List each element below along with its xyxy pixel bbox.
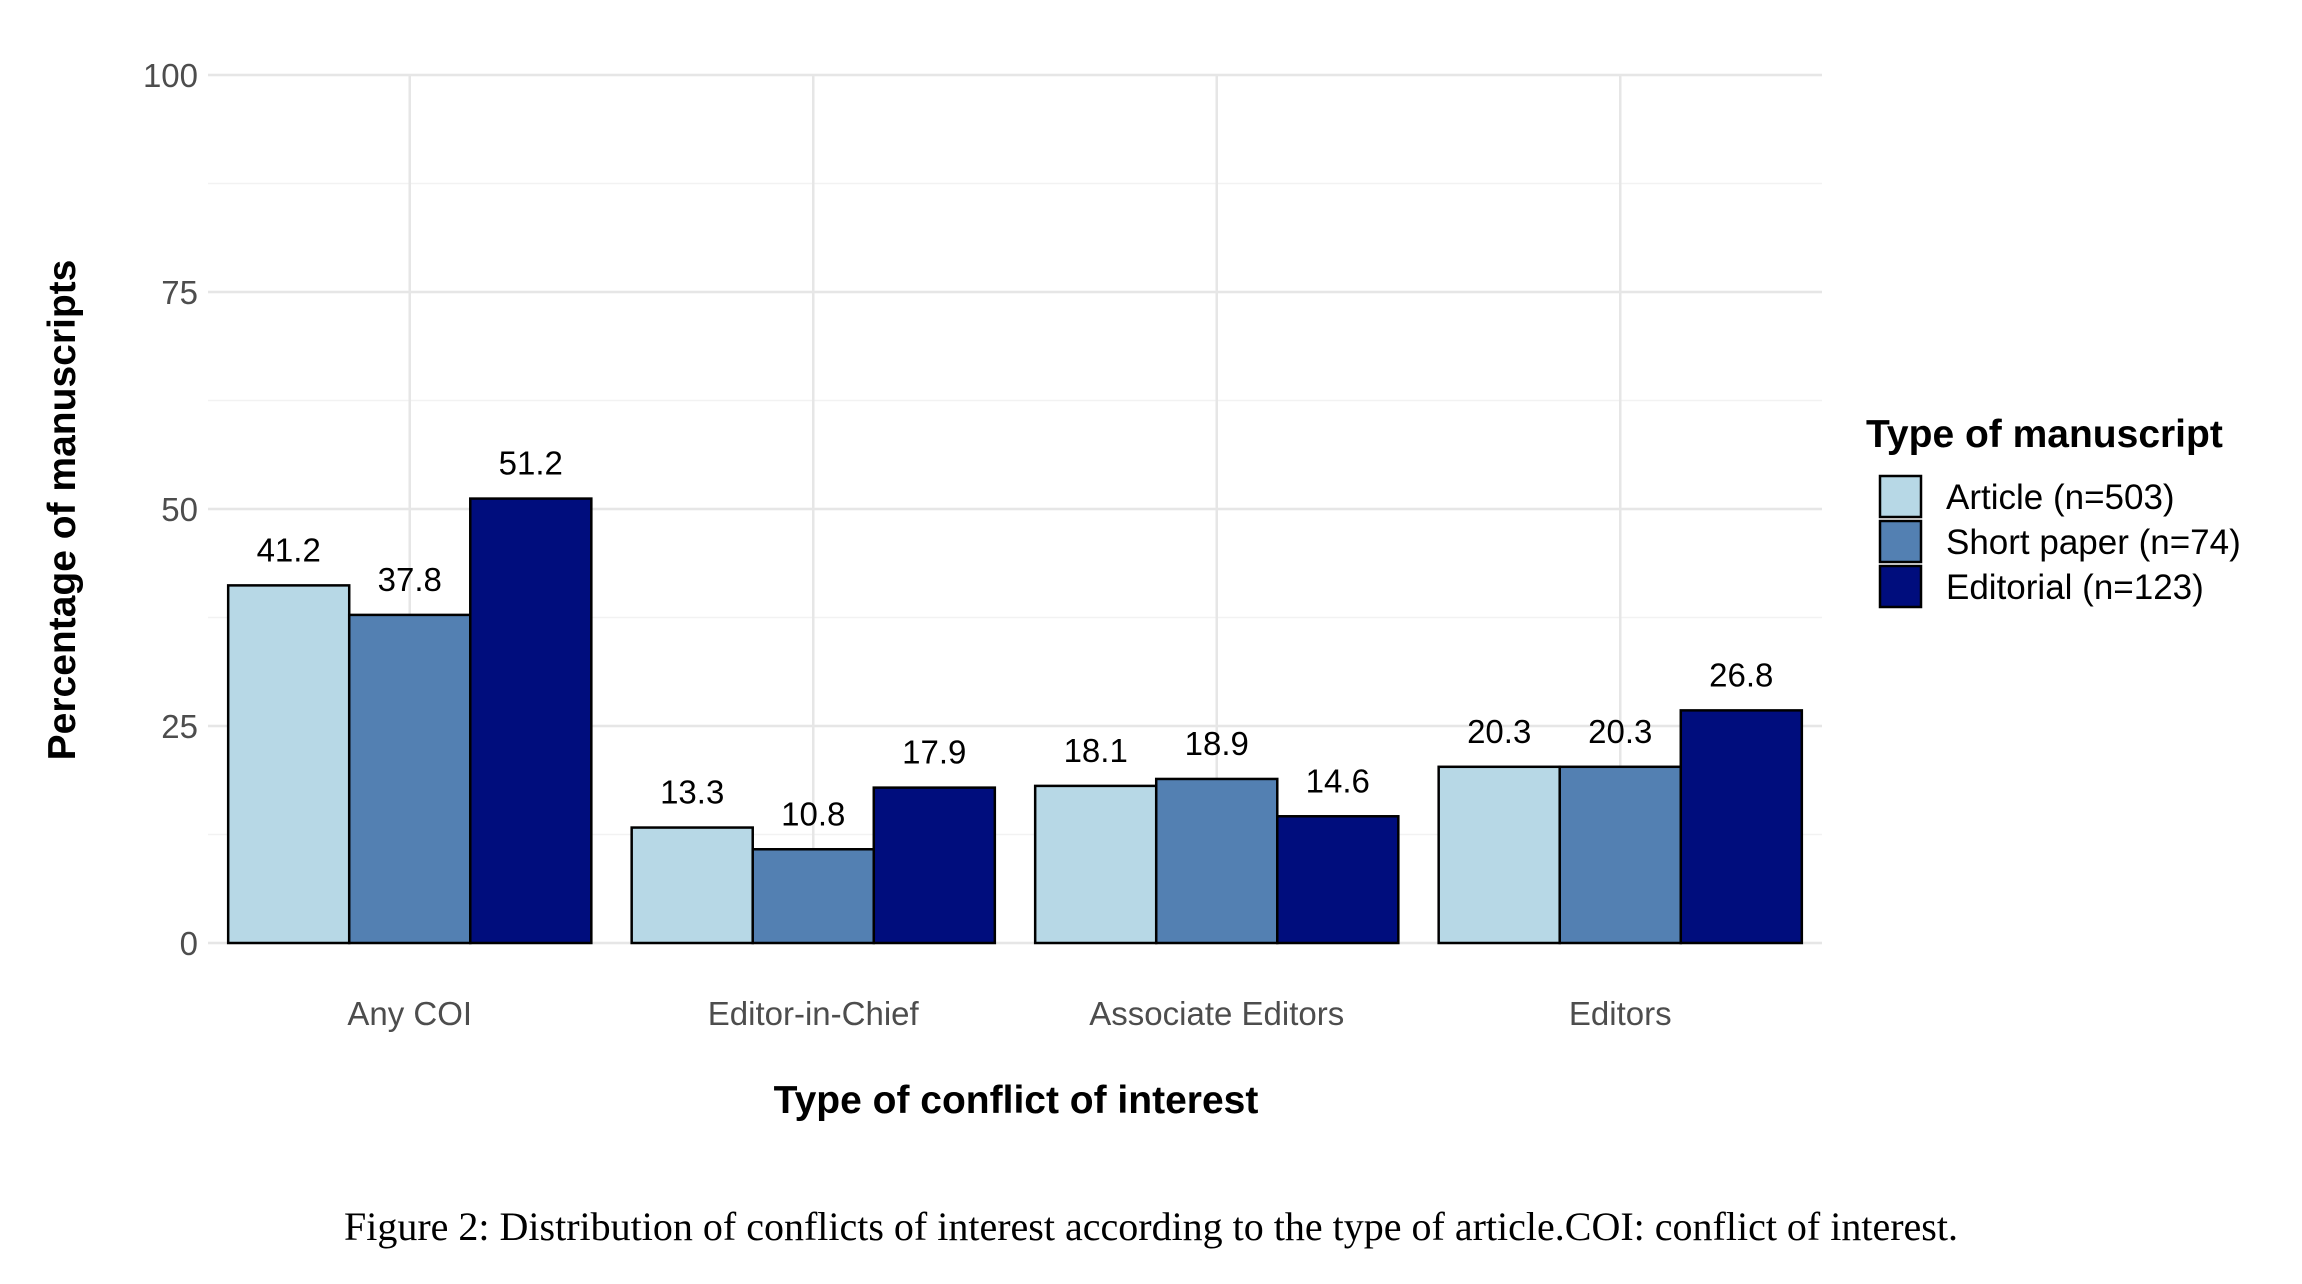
legend: Type of manuscript Article (n=503) Short … [1866, 413, 2241, 609]
data-label: 20.3 [1588, 713, 1652, 750]
bar [1276, 815, 1400, 945]
legend-label: Article (n=503) [1946, 478, 2175, 517]
bar [469, 497, 593, 945]
data-label: 14.6 [1306, 762, 1370, 799]
data-label: 13.3 [660, 774, 724, 811]
data-labels: 41.2 37.8 51.2 13.3 10.8 17.9 18.1 18.9 14.6 20.3… [257, 445, 1774, 833]
bar [1437, 765, 1561, 945]
figure-caption: Figure 2: Distribution of conflicts of i… [344, 1204, 1958, 1249]
data-label: 17.9 [902, 734, 966, 771]
legend-swatch [1878, 474, 1923, 519]
legend-items: Article (n=503) Short paper (n=74) Editori… [1878, 474, 2241, 609]
bar [872, 786, 997, 945]
data-label: 20.3 [1467, 713, 1531, 750]
data-label: 37.8 [378, 561, 442, 598]
x-tick-label: Editors [1569, 995, 1672, 1032]
data-label: 26.8 [1709, 656, 1773, 693]
legend-label: Editorial (n=123) [1946, 568, 2204, 607]
y-tick-label: 50 [161, 491, 198, 528]
data-label: 51.2 [499, 445, 563, 482]
data-label: 18.9 [1185, 725, 1249, 762]
bars [226, 497, 1804, 945]
y-tick-label: 100 [143, 57, 198, 94]
y-tick-label: 75 [161, 274, 198, 311]
bar [1558, 765, 1683, 945]
y-axis-title: Percentage of manuscripts [41, 260, 84, 761]
bar [1679, 709, 1804, 945]
legend-title: Type of manuscript [1866, 413, 2223, 456]
bar [226, 584, 351, 945]
bar [751, 848, 876, 945]
legend-swatch [1878, 519, 1923, 564]
data-label: 10.8 [781, 795, 845, 832]
data-label: 18.1 [1064, 732, 1128, 769]
data-label: 41.2 [257, 531, 321, 568]
x-tick-label: Any COI [347, 995, 472, 1032]
y-tick-label: 25 [161, 708, 198, 745]
bar [347, 613, 472, 945]
x-tick-label: Associate Editors [1089, 995, 1344, 1032]
x-tick-labels: Any COI Editor-in-Chief Associate Editors E… [347, 995, 1671, 1032]
y-tick-label: 0 [180, 925, 198, 962]
y-tick-labels: 0 25 50 75 100 [143, 57, 198, 962]
x-axis-title: Type of conflict of interest [774, 1079, 1259, 1122]
legend-swatch [1878, 564, 1923, 609]
bar [1033, 784, 1158, 945]
x-tick-label: Editor-in-Chief [708, 995, 920, 1032]
bar [1154, 777, 1279, 945]
legend-label: Short paper (n=74) [1946, 523, 2241, 562]
bar [630, 826, 754, 945]
